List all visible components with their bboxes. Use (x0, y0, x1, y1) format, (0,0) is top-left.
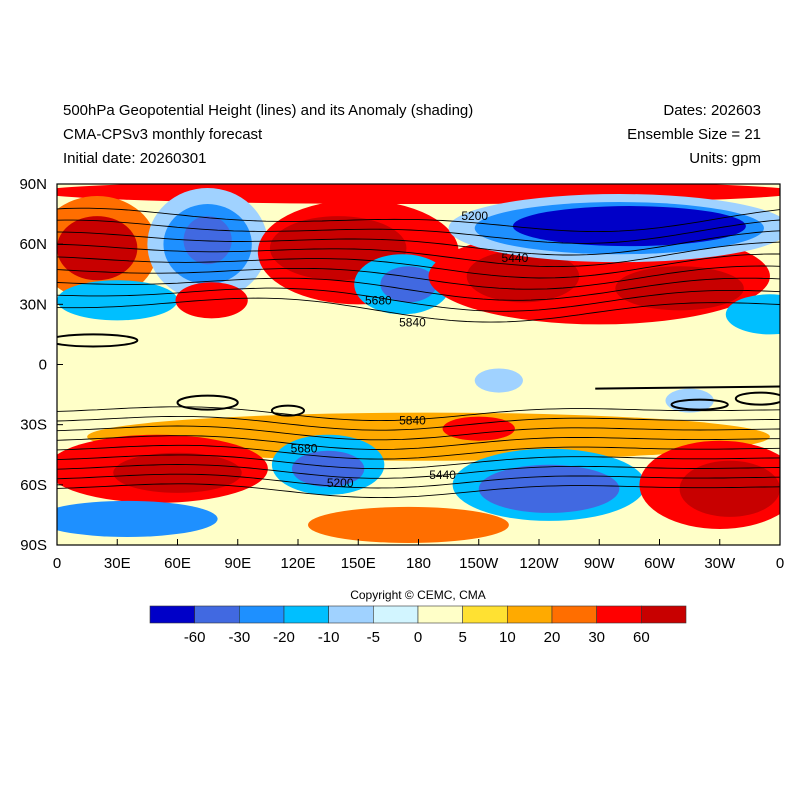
colorbar-label: 20 (544, 629, 561, 646)
y-tick-label: 90N (19, 176, 47, 193)
anomaly-region (512, 206, 746, 247)
y-tick-label: 0 (39, 357, 47, 374)
height-contour (57, 219, 780, 244)
anomaly-region (57, 500, 218, 537)
height-contour (57, 473, 780, 489)
y-tick-label: 90S (20, 537, 47, 554)
colorbar-swatch (149, 605, 195, 624)
colorbar-label: -30 (228, 629, 250, 646)
contour-label: 5200 (327, 476, 354, 490)
height-contour (57, 230, 780, 256)
anomaly-region (615, 266, 744, 311)
height-contour (57, 435, 780, 450)
height-contour (57, 277, 780, 301)
x-tick-label: 0 (53, 555, 61, 572)
anomaly-region (113, 452, 242, 493)
y-tick-label: 60S (20, 477, 47, 494)
colorbar-label: -20 (273, 629, 295, 646)
x-tick-label: 60E (164, 555, 191, 572)
colorbar-label: 10 (499, 629, 516, 646)
anomaly-region (478, 464, 620, 513)
height-contour (57, 207, 780, 233)
anomaly-region (57, 280, 178, 321)
height-contour (57, 265, 780, 290)
x-tick-label: 120E (280, 555, 315, 572)
colorbar-label: -5 (367, 629, 380, 646)
title-line-2: CMA-CPSv3 monthly forecast (63, 126, 263, 143)
anomaly-region (442, 416, 515, 441)
title-line-3: Initial date: 20260301 (63, 150, 207, 167)
height-contour (57, 415, 780, 431)
height-contour (57, 425, 780, 441)
contour-label: 5680 (365, 293, 392, 307)
contour-label: 5440 (502, 251, 529, 265)
x-tick-label: 180 (406, 555, 431, 572)
height-contour-5880 (595, 385, 780, 390)
x-tick-label: 90E (224, 555, 251, 572)
colorbar-label: 30 (588, 629, 605, 646)
colorbar-swatch (596, 605, 642, 624)
contour-label: 5680 (291, 442, 318, 456)
height-contour (57, 241, 780, 268)
colorbar-swatch (462, 605, 508, 624)
anomaly-region (87, 412, 770, 461)
height-contour-5880 (176, 394, 239, 411)
colorbar-label: 0 (414, 629, 422, 646)
height-contour (57, 464, 780, 479)
height-contour (57, 483, 780, 499)
height-contour (57, 444, 780, 460)
units-label: Units: gpm (689, 150, 761, 167)
height-contour-5880 (734, 391, 780, 406)
colorbar-swatch (417, 605, 463, 624)
colorbar-swatch (373, 605, 419, 624)
colorbar-swatch (328, 605, 374, 624)
colorbar-swatch (283, 605, 329, 624)
contour-label: 5840 (399, 414, 426, 428)
colorbar-swatch (239, 605, 285, 624)
title-line-1: 500hPa Geopotential Height (lines) and i… (63, 102, 474, 119)
x-tick-label: 150E (341, 555, 376, 572)
x-tick-label: 150W (459, 555, 499, 572)
x-tick-label: 0 (776, 555, 784, 572)
colorbar-swatch (551, 605, 597, 624)
copyright: Copyright © CEMC, CMA (350, 588, 486, 602)
anomaly-region (175, 282, 248, 319)
colorbar-swatch (641, 605, 687, 624)
height-contour-5880 (57, 333, 139, 348)
colorbar-label: 5 (458, 629, 466, 646)
height-contour (57, 287, 780, 312)
y-tick-label: 30S (20, 417, 47, 434)
colorbar-swatch (507, 605, 553, 624)
x-tick-label: 90W (584, 555, 616, 572)
height-contour-5880 (670, 398, 729, 411)
height-contour (57, 297, 780, 323)
contour-label: 5840 (399, 315, 426, 329)
x-tick-label: 30W (704, 555, 736, 572)
height-contour (57, 253, 780, 279)
colorbar-swatch (194, 605, 240, 624)
anomaly-region (474, 368, 523, 393)
height-contour (57, 454, 780, 470)
x-tick-label: 60W (644, 555, 676, 572)
y-tick-label: 30N (19, 296, 47, 313)
anomaly-region (308, 506, 509, 543)
contour-label: 5440 (429, 468, 456, 482)
height-contour-5880 (270, 404, 306, 417)
colorbar-label: 60 (633, 629, 650, 646)
dates-label: Dates: 202603 (663, 102, 761, 119)
colorbar-label: -60 (184, 629, 206, 646)
contour-label: 5200 (461, 209, 488, 223)
height-contour (57, 406, 780, 422)
x-tick-label: 30E (104, 555, 131, 572)
ensemble-size-label: Ensemble Size = 21 (627, 126, 761, 143)
colorbar-label: -10 (318, 629, 340, 646)
anomaly-region (679, 460, 780, 517)
y-tick-label: 60N (19, 236, 47, 253)
x-tick-label: 120W (519, 555, 559, 572)
